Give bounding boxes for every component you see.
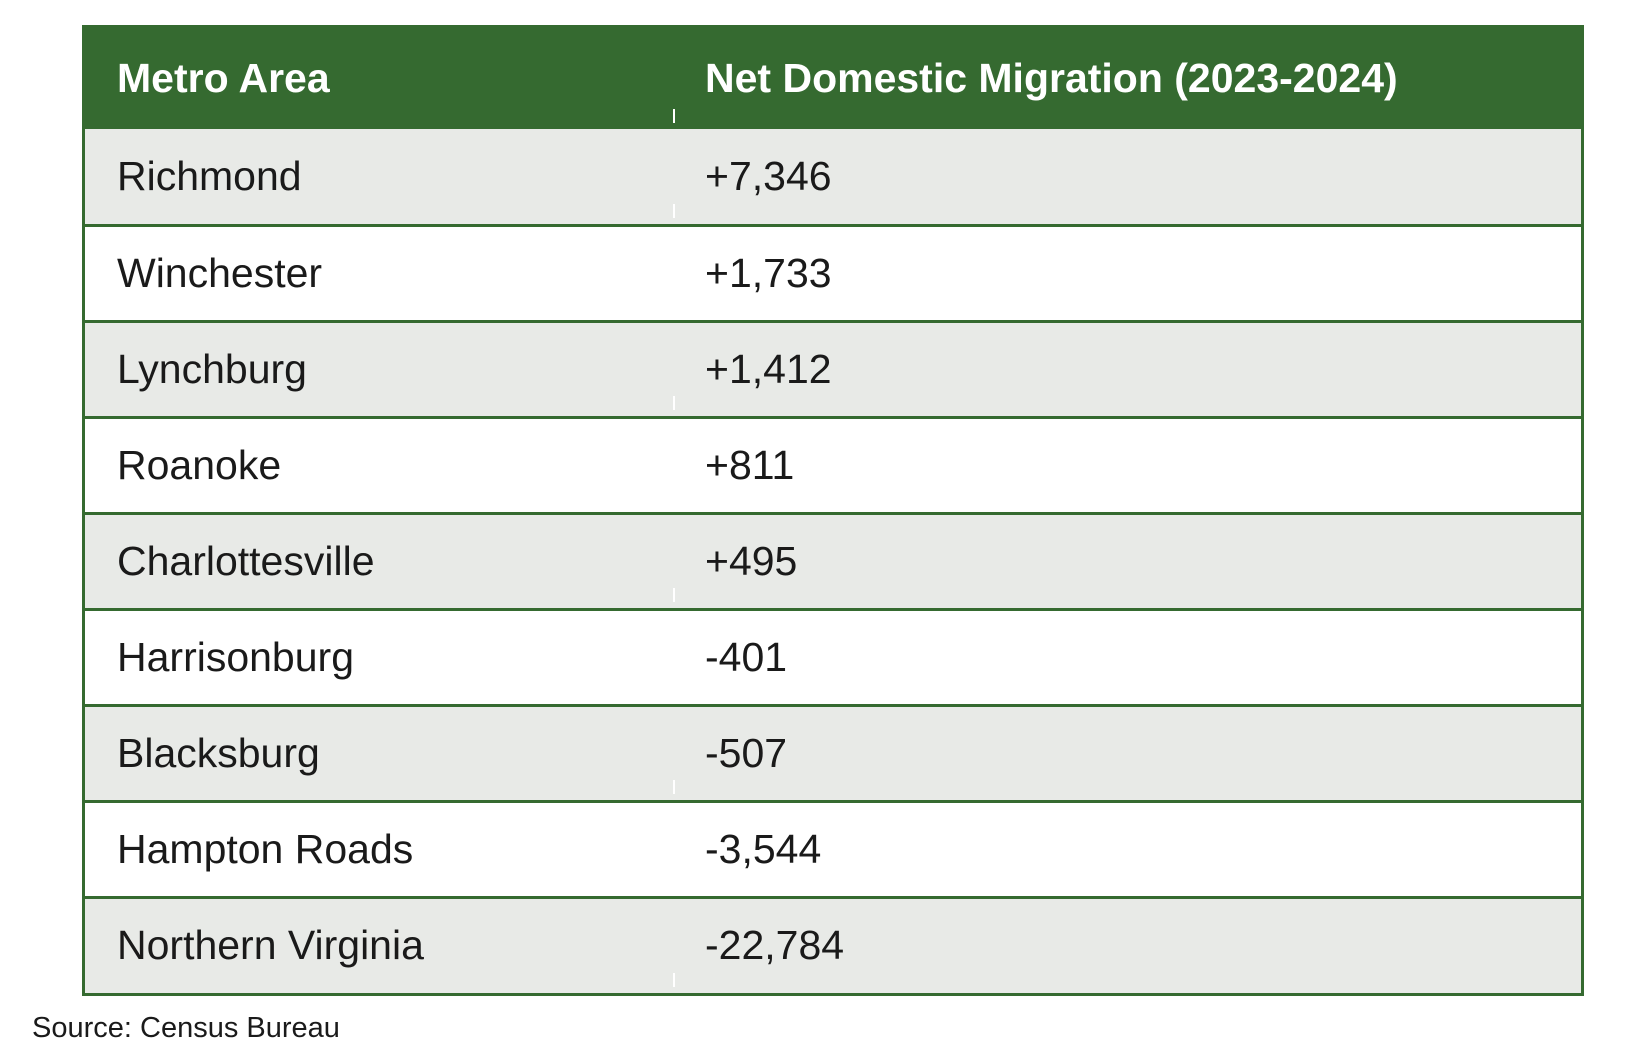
migration-value: -22,784 (673, 895, 1581, 993)
migration-value: -3,544 (673, 799, 1581, 897)
header-metro-area: Metro Area (85, 28, 673, 129)
migration-value: +1,412 (673, 319, 1581, 417)
migration-value: +811 (673, 415, 1581, 513)
table-row: Winchester +1,733 (85, 223, 1581, 321)
table-row: Richmond +7,346 (85, 129, 1581, 225)
metro-name: Harrisonburg (85, 607, 673, 705)
metro-name: Richmond (85, 129, 673, 225)
metro-name: Blacksburg (85, 703, 673, 801)
table-row: Roanoke +811 (85, 415, 1581, 513)
table-row: Blacksburg -507 (85, 703, 1581, 801)
table-header-row: Metro Area Net Domestic Migration (2023-… (85, 28, 1581, 129)
migration-value: +1,733 (673, 223, 1581, 321)
metro-name: Northern Virginia (85, 895, 673, 993)
table-row: Harrisonburg -401 (85, 607, 1581, 705)
migration-value: -507 (673, 703, 1581, 801)
metro-name: Roanoke (85, 415, 673, 513)
migration-value: +495 (673, 511, 1581, 609)
migration-table: Metro Area Net Domestic Migration (2023-… (82, 25, 1584, 996)
header-net-domestic-migration: Net Domestic Migration (2023-2024) (673, 28, 1581, 129)
migration-value: +7,346 (673, 129, 1581, 225)
metro-name: Winchester (85, 223, 673, 321)
table-row: Hampton Roads -3,544 (85, 799, 1581, 897)
metro-name: Charlottesville (85, 511, 673, 609)
migration-value: -401 (673, 607, 1581, 705)
source-note: Source: Census Bureau (32, 1012, 340, 1044)
metro-name: Lynchburg (85, 319, 673, 417)
table-row: Charlottesville +495 (85, 511, 1581, 609)
table: Metro Area Net Domestic Migration (2023-… (85, 28, 1581, 993)
table-row: Northern Virginia -22,784 (85, 895, 1581, 993)
metro-name: Hampton Roads (85, 799, 673, 897)
table-row: Lynchburg +1,412 (85, 319, 1581, 417)
